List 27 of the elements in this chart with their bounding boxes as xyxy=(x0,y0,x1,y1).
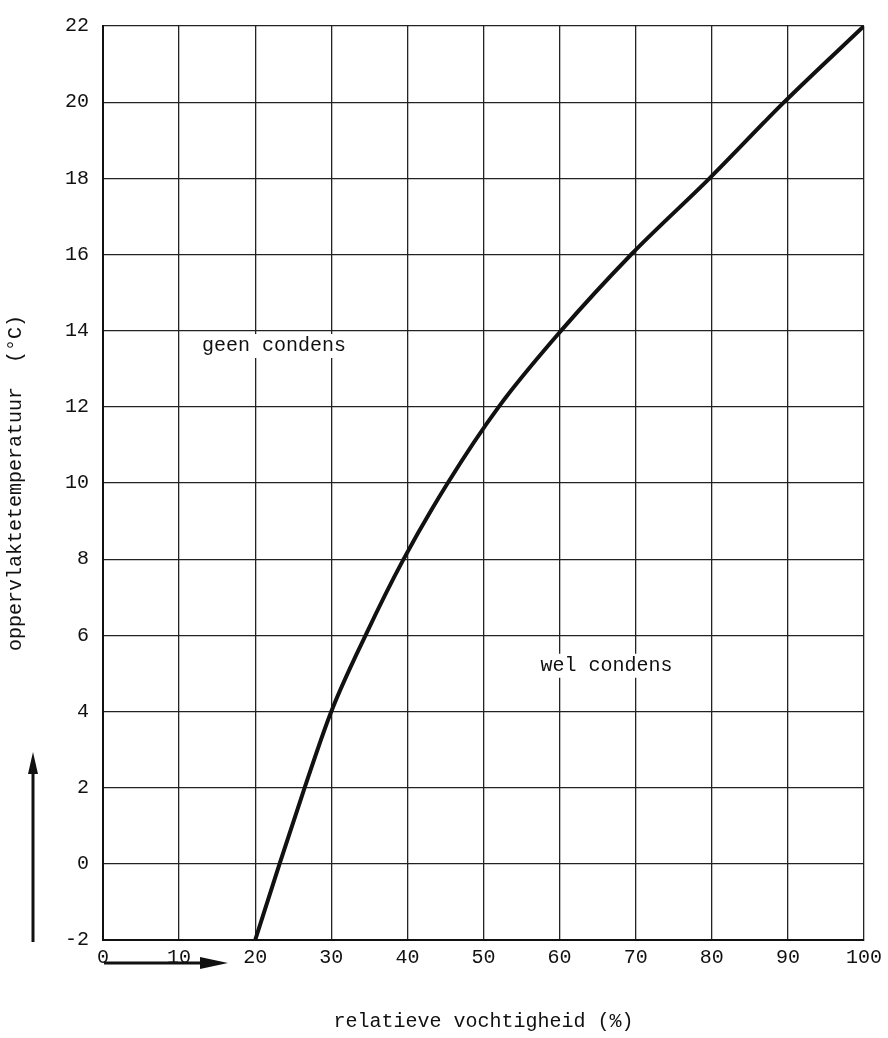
y-tick-label: 14 xyxy=(64,318,89,342)
annotation: wel condens xyxy=(540,654,673,678)
x-tick-label: 70 xyxy=(623,946,648,970)
y-tick-label: 22 xyxy=(64,14,89,38)
y-tick-label: 12 xyxy=(64,395,89,419)
x-tick-label: 90 xyxy=(775,946,800,970)
y-axis-title: oppervlaktetemperatuur (°C) xyxy=(4,314,28,652)
y-tick-label: 16 xyxy=(64,242,89,266)
y-tick-label: 0 xyxy=(76,852,89,876)
x-tick-label: 40 xyxy=(395,946,420,970)
x-tick-label: 20 xyxy=(243,946,268,970)
x-tick-label: 80 xyxy=(699,946,724,970)
y-tick-label: 18 xyxy=(64,166,89,190)
y-tick-label: 4 xyxy=(76,699,89,723)
x-tick-label: 60 xyxy=(547,946,572,970)
x-tick-label: 100 xyxy=(845,946,882,970)
x-tick-label: 30 xyxy=(319,946,344,970)
x-axis-title: relatieve vochtigheid (%) xyxy=(333,1010,634,1034)
y-tick-label: -2 xyxy=(64,928,89,952)
annotation: geen condens xyxy=(201,334,346,358)
y-tick-label: 10 xyxy=(64,471,89,495)
y-tick-label: 6 xyxy=(76,623,89,647)
x-tick-label: 0 xyxy=(96,946,110,970)
y-tick-label: 8 xyxy=(76,547,89,571)
y-tick-label: 20 xyxy=(64,90,89,114)
x-tick-label: 50 xyxy=(471,946,496,970)
y-tick-label: 2 xyxy=(76,775,89,799)
